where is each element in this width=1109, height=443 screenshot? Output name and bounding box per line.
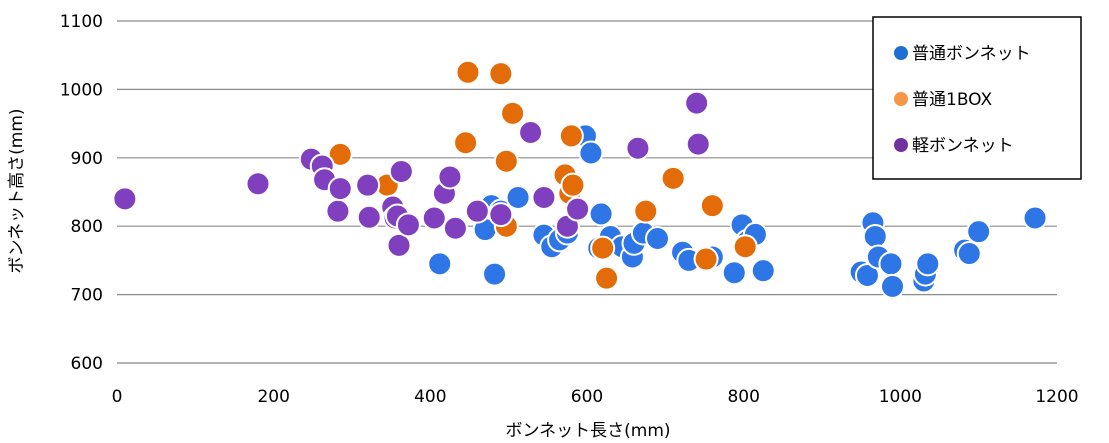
legend-label: 普通1BOX: [912, 90, 992, 110]
x-tick-label: 800: [727, 387, 759, 407]
data-point: [660, 165, 686, 191]
data-point: [464, 198, 490, 224]
y-tick-label: 900: [71, 149, 103, 169]
data-point: [558, 123, 584, 149]
data-point: [594, 265, 620, 291]
data-point: [325, 198, 351, 224]
data-point: [453, 130, 479, 156]
x-tick-label: 200: [257, 387, 289, 407]
x-tick-label: 1000: [879, 387, 922, 407]
data-point: [633, 198, 659, 224]
data-point: [862, 223, 888, 249]
data-point: [488, 61, 514, 87]
x-tick-labels: 0 200 400 600 800 1000 1200: [112, 387, 1079, 407]
legend-label: 軽ボンネット: [912, 136, 1014, 156]
data-point: [880, 273, 905, 299]
data-point: [588, 201, 614, 227]
data-point: [578, 140, 604, 166]
data-point: [500, 100, 526, 126]
data-point: [732, 234, 758, 260]
data-point: [395, 212, 421, 238]
legend-label: 普通ボンネット: [912, 44, 1031, 64]
data-point: [560, 172, 586, 198]
data-point: [388, 158, 414, 184]
legend-marker: [894, 92, 908, 106]
y-axis-title: ボンネット高さ(mm): [7, 108, 27, 273]
data-point: [421, 205, 447, 231]
y-tick-label: 600: [71, 354, 103, 374]
data-point: [112, 186, 138, 212]
data-point: [854, 262, 880, 288]
data-points: [112, 59, 1048, 299]
x-axis-title: ボンネット長さ(mm): [505, 421, 670, 441]
legend-marker: [894, 46, 908, 60]
legend-marker: [894, 138, 908, 152]
data-point: [493, 148, 519, 174]
data-point: [1022, 205, 1048, 231]
data-point: [482, 261, 508, 287]
y-tick-label: 1000: [60, 80, 103, 100]
data-point: [327, 141, 353, 167]
data-point: [565, 196, 591, 222]
data-point: [531, 184, 557, 210]
data-point: [386, 232, 412, 258]
data-point: [455, 59, 481, 85]
x-tick-label: 0: [112, 387, 123, 407]
data-point: [505, 184, 531, 210]
data-point: [427, 251, 453, 277]
x-tick-label: 600: [571, 387, 603, 407]
data-point: [625, 135, 651, 161]
x-tick-label: 1200: [1035, 387, 1078, 407]
data-point: [518, 119, 544, 145]
y-tick-label: 1100: [60, 12, 103, 32]
y-tick-labels: 600 700 800 900 1000 1100: [60, 12, 103, 374]
data-point: [488, 202, 514, 228]
data-point: [245, 171, 271, 197]
data-point: [966, 219, 992, 245]
data-point: [915, 251, 941, 277]
data-point: [355, 172, 381, 198]
x-tick-label: 400: [414, 387, 446, 407]
data-point: [693, 246, 719, 272]
data-point: [590, 235, 616, 261]
data-point: [699, 193, 725, 219]
data-point: [685, 131, 711, 157]
data-point: [721, 260, 747, 286]
data-point: [645, 226, 670, 252]
data-point: [956, 241, 982, 267]
y-tick-label: 700: [71, 286, 103, 306]
data-point: [327, 176, 353, 202]
data-point: [356, 204, 382, 230]
data-point: [878, 251, 904, 277]
data-point: [750, 258, 776, 284]
data-point: [442, 215, 468, 241]
data-point: [684, 90, 710, 116]
data-point: [437, 164, 463, 190]
y-tick-label: 800: [71, 217, 103, 237]
